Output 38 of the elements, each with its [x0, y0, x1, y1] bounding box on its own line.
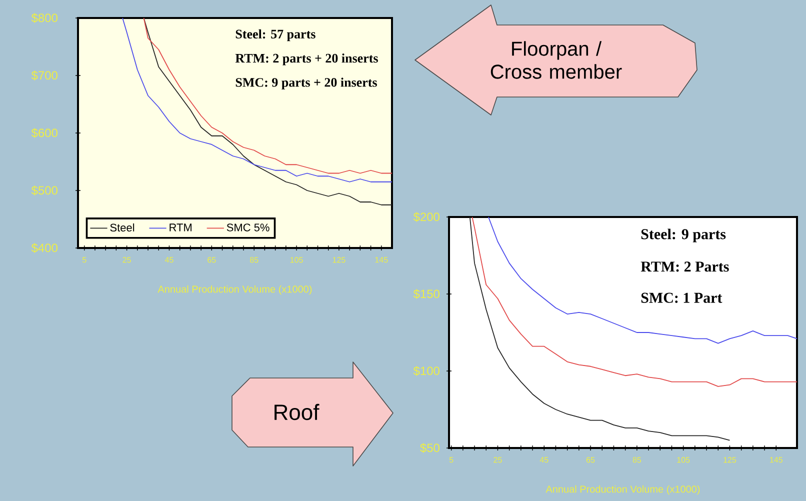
x-tick-label: 145	[770, 457, 782, 463]
x-tick-label: 125	[332, 257, 346, 263]
legend-label: SMC 5%	[226, 224, 270, 232]
y-tick-label: $200	[413, 212, 440, 222]
x-tick-label: 145	[375, 257, 388, 263]
y-tick-label: $150	[413, 289, 440, 299]
annotation: SMC: 9 parts + 20 inserts	[236, 78, 377, 90]
annotation: RTM: 2 parts + 20 inserts	[235, 54, 378, 66]
x-tick-label: 25	[122, 257, 131, 263]
y-tick-label: $700	[31, 70, 58, 80]
x-tick-label: 65	[586, 457, 595, 463]
x-tick-label: 85	[632, 457, 642, 463]
x-tick-label: 5	[449, 457, 454, 463]
legend-label: Steel	[110, 223, 134, 232]
x-tick-label: 125	[724, 457, 736, 463]
y-tick-label: $800	[31, 13, 58, 23]
annotation: Steel: 57 parts	[236, 29, 316, 42]
x-tick-label: 105	[677, 457, 690, 463]
annotation: RTM: 2 Parts	[640, 262, 729, 272]
y-tick-label: $600	[31, 128, 58, 138]
x-axis-title: Annual Production Volume (x1000)	[158, 285, 312, 295]
x-tick-label: 45	[540, 457, 548, 463]
y-tick-label: $50	[420, 443, 440, 453]
annotation: SMC: 1 Part	[641, 292, 722, 303]
y-tick-label: $100	[413, 366, 440, 376]
legend-label: RTM	[170, 224, 192, 232]
text: Floorpan / Cross member	[490, 41, 622, 79]
x-tick-label: 45	[164, 257, 174, 263]
annotation: Steel: 9 parts	[641, 228, 726, 242]
y-tick-label: $400	[31, 243, 58, 253]
y-tick-label: $500	[31, 186, 58, 196]
x-tick-label: 5	[82, 257, 86, 263]
x-tick-label: 105	[290, 257, 303, 263]
text: Roof	[274, 404, 320, 420]
x-tick-label: 85	[250, 257, 258, 263]
x-tick-label: 65	[208, 257, 216, 263]
x-axis-title: Annual Production Volume (x1000)	[546, 485, 700, 495]
x-tick-label: 25	[494, 457, 502, 463]
